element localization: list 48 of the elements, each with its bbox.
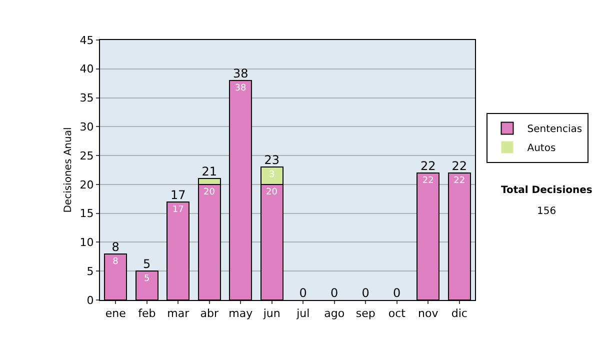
data-label: 8: [112, 256, 119, 267]
total-label: 5: [143, 257, 151, 272]
data-label: 20: [204, 187, 216, 198]
x-tick-label: nov: [418, 307, 439, 320]
x-tick-label: ene: [105, 307, 126, 320]
y-tick-label: 40: [80, 62, 94, 76]
x-tick-label: ago: [324, 307, 345, 320]
y-tick-label: 10: [80, 236, 94, 250]
y-tick-label: 15: [80, 207, 94, 220]
total-label: 8: [112, 240, 120, 254]
total-label: 0: [330, 286, 338, 300]
x-tick-label: feb: [138, 307, 156, 320]
total-label: 17: [170, 188, 186, 202]
x-tick-label: dic: [451, 307, 468, 320]
data-label: 38: [234, 83, 246, 94]
y-tick-label: 35: [80, 92, 94, 105]
data-label: 5: [144, 274, 150, 284]
legend-label: Autos: [527, 143, 556, 154]
data-label: 3: [269, 170, 275, 180]
total-label: 0: [362, 286, 370, 300]
y-tick-label: 5: [86, 264, 94, 278]
total-label: 23: [264, 153, 280, 168]
legend-label: Sentencias: [527, 124, 582, 136]
total-label: 0: [393, 286, 401, 300]
x-tick-label: oct: [388, 307, 406, 320]
x-tick-label: may: [228, 307, 254, 320]
x-tick-label: abr: [200, 307, 219, 320]
total-label: 0: [299, 286, 307, 300]
data-label: 22: [454, 176, 466, 186]
data-label: 22: [422, 176, 434, 186]
y-tick-label: 45: [80, 34, 94, 47]
y-tick-label: 25: [80, 149, 94, 162]
data-label: 20: [266, 187, 278, 198]
data-label: 17: [172, 204, 184, 215]
y-tick-label: 0: [86, 294, 94, 307]
y-tick-label: 20: [80, 178, 94, 192]
total-label: 22: [420, 158, 436, 173]
total-label: 22: [452, 158, 468, 173]
y-tick-label: 30: [80, 120, 94, 134]
y-axis-title: Decisiones Anual: [62, 127, 74, 213]
x-tick-label: sep: [356, 307, 376, 320]
x-tick-label: jun: [262, 307, 280, 320]
text: Total Decisiones: [501, 185, 592, 196]
total-label: 38: [232, 66, 248, 80]
x-tick-label: mar: [167, 307, 190, 320]
x-tick-label: jul: [296, 307, 310, 320]
total-label: 21: [202, 164, 218, 179]
text: 156: [537, 206, 556, 217]
